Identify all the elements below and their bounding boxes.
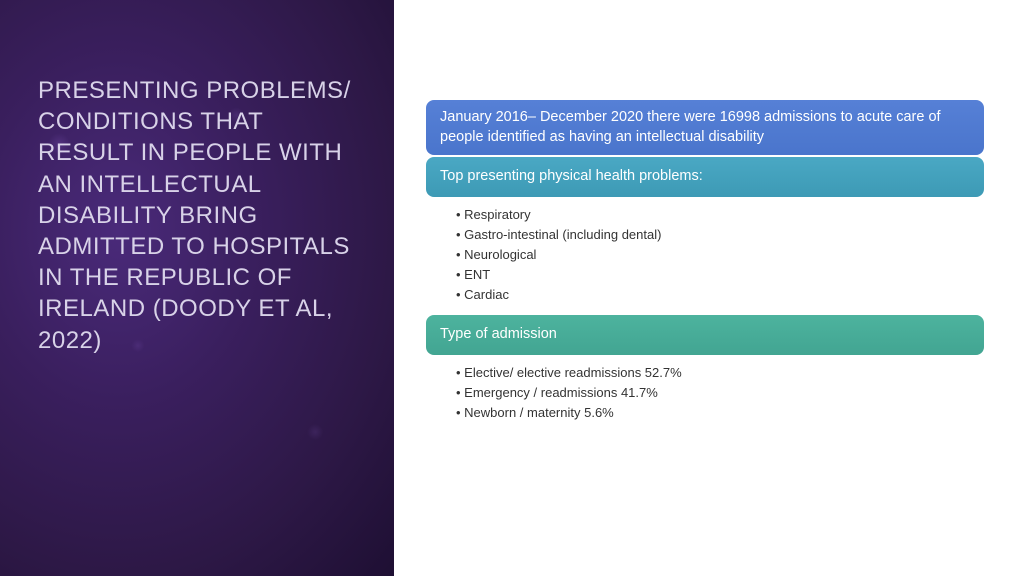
slide-title: PRESENTING PROBLEMS/ CONDITIONS THAT RES… <box>38 75 364 356</box>
list-item: Emergency / readmissions 41.7% <box>456 383 970 403</box>
list-item: Gastro-intestinal (including dental) <box>456 225 970 245</box>
section-header-problems: Top presenting physical health problems: <box>426 157 984 197</box>
list-item: Cardiac <box>456 285 970 305</box>
admission-list: Elective/ elective readmissions 52.7% Em… <box>426 357 984 433</box>
title-sidebar: PRESENTING PROBLEMS/ CONDITIONS THAT RES… <box>0 0 394 576</box>
stat-banner: January 2016– December 2020 there were 1… <box>426 100 984 155</box>
content-panel: January 2016– December 2020 there were 1… <box>394 0 1024 576</box>
list-item: Newborn / maternity 5.6% <box>456 403 970 423</box>
list-item: Elective/ elective readmissions 52.7% <box>456 363 970 383</box>
list-item: Neurological <box>456 245 970 265</box>
list-item: Respiratory <box>456 205 970 225</box>
problems-list: Respiratory Gastro-intestinal (including… <box>426 199 984 316</box>
section-header-admission: Type of admission <box>426 315 984 355</box>
list-item: ENT <box>456 265 970 285</box>
